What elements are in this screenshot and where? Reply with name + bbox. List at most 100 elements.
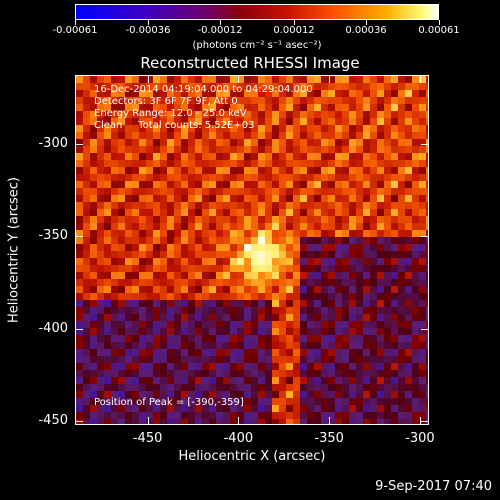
- heatmap-cell: [111, 216, 118, 223]
- heatmap-cell: [412, 328, 419, 335]
- heatmap-cell: [244, 342, 251, 349]
- heatmap-cell: [167, 111, 174, 118]
- heatmap-cell: [146, 132, 153, 139]
- heatmap-cell: [174, 314, 181, 321]
- heatmap-cell: [398, 321, 405, 328]
- heatmap-cell: [384, 265, 391, 272]
- heatmap-cell: [307, 314, 314, 321]
- heatmap-cell: [328, 188, 335, 195]
- heatmap-cell: [293, 188, 300, 195]
- heatmap-cell: [237, 181, 244, 188]
- heatmap-cell: [104, 209, 111, 216]
- heatmap-cell: [223, 83, 230, 90]
- heatmap-cell: [223, 181, 230, 188]
- heatmap-cell: [349, 265, 356, 272]
- heatmap-cell: [272, 272, 279, 279]
- heatmap-cell: [160, 314, 167, 321]
- heatmap-cell: [335, 356, 342, 363]
- heatmap-cell: [90, 216, 97, 223]
- heatmap-cell: [272, 104, 279, 111]
- heatmap-cell: [419, 209, 426, 216]
- heatmap-cell: [321, 244, 328, 251]
- heatmap-cell: [384, 335, 391, 342]
- heatmap-cell: [363, 363, 370, 370]
- heatmap-cell: [104, 230, 111, 237]
- heatmap-cell: [321, 216, 328, 223]
- heatmap-cell: [349, 153, 356, 160]
- heatmap-cell: [83, 419, 90, 424]
- heatmap-cell: [321, 286, 328, 293]
- heatmap-cell: [118, 90, 125, 97]
- heatmap-cell: [370, 265, 377, 272]
- heatmap-cell: [118, 321, 125, 328]
- heatmap-cell: [391, 223, 398, 230]
- heatmap-cell: [216, 132, 223, 139]
- heatmap-cell: [146, 265, 153, 272]
- heatmap-cell: [363, 251, 370, 258]
- heatmap-cell: [76, 195, 83, 202]
- heatmap-cell: [132, 279, 139, 286]
- heatmap-cell: [251, 118, 258, 125]
- heatmap-cell: [342, 384, 349, 391]
- heatmap-cell: [90, 118, 97, 125]
- heatmap-cell: [230, 195, 237, 202]
- detectors-text: Detectors: 3F 6F 7F 9F, Att 0: [94, 96, 238, 107]
- heatmap-cell: [174, 174, 181, 181]
- heatmap-cell: [90, 363, 97, 370]
- heatmap-cell: [412, 342, 419, 349]
- heatmap-cell: [223, 125, 230, 132]
- heatmap-cell: [104, 419, 111, 424]
- heatmap-cell: [258, 300, 265, 307]
- heatmap-cell: [125, 356, 132, 363]
- heatmap-cell: [405, 202, 412, 209]
- heatmap-cell: [412, 279, 419, 286]
- heatmap-cell: [181, 230, 188, 237]
- heatmap-cell: [167, 293, 174, 300]
- heatmap-cell: [370, 286, 377, 293]
- heatmap-cell: [76, 377, 83, 384]
- heatmap-cell: [286, 391, 293, 398]
- heatmap-cell: [132, 286, 139, 293]
- heatmap-cell: [405, 230, 412, 237]
- heatmap-cell: [230, 349, 237, 356]
- heatmap-cell: [279, 181, 286, 188]
- heatmap-cell: [405, 216, 412, 223]
- heatmap-cell: [265, 237, 272, 244]
- heatmap-cell: [90, 412, 97, 419]
- heatmap-cell: [153, 356, 160, 363]
- heatmap-cell: [83, 167, 90, 174]
- heatmap-cell: [146, 118, 153, 125]
- heatmap-cell: [216, 181, 223, 188]
- heatmap-cell: [335, 300, 342, 307]
- heatmap-cell: [125, 167, 132, 174]
- heatmap-cell: [356, 160, 363, 167]
- heatmap-cell: [174, 125, 181, 132]
- heatmap-cell: [412, 167, 419, 174]
- heatmap-cell: [209, 286, 216, 293]
- heatmap-cell: [405, 370, 412, 377]
- heatmap-cell: [363, 146, 370, 153]
- heatmap-cell: [244, 83, 251, 90]
- heatmap-cell: [314, 251, 321, 258]
- heatmap-cell: [174, 209, 181, 216]
- heatmap-cell: [181, 237, 188, 244]
- heatmap-cell: [412, 251, 419, 258]
- heatmap-cell: [426, 342, 428, 349]
- heatmap-cell: [160, 349, 167, 356]
- heatmap-cell: [237, 76, 244, 83]
- heatmap-cell: [272, 139, 279, 146]
- heatmap-cell: [265, 405, 272, 412]
- heatmap-cell: [391, 391, 398, 398]
- heatmap-cell: [209, 97, 216, 104]
- heatmap-cell: [125, 300, 132, 307]
- heatmap-cell: [230, 209, 237, 216]
- heatmap-cell: [174, 202, 181, 209]
- heatmap-cell: [384, 321, 391, 328]
- heatmap-cell: [244, 286, 251, 293]
- peak-position-text: Position of Peak = [-390,-359]: [94, 397, 244, 408]
- heatmap-cell: [321, 223, 328, 230]
- heatmap-cell: [146, 286, 153, 293]
- heatmap-cell: [314, 181, 321, 188]
- heatmap-cell: [97, 90, 104, 97]
- heatmap-cell: [251, 363, 258, 370]
